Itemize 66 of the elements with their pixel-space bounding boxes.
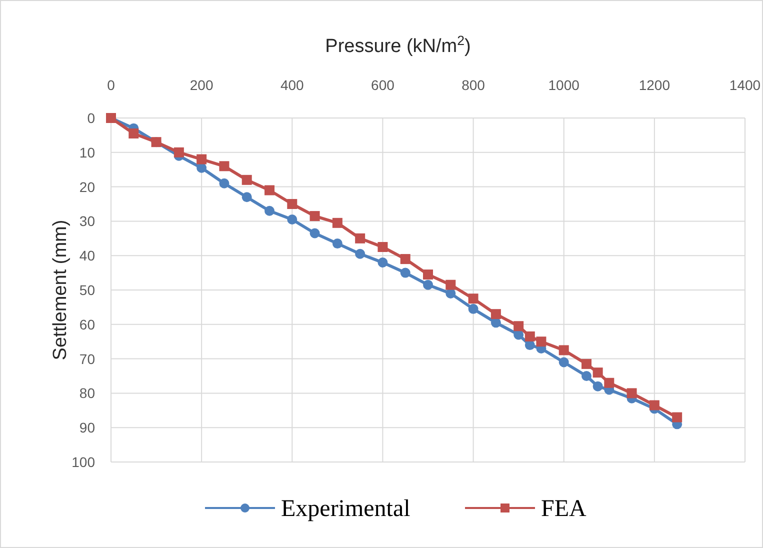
- point: [423, 270, 433, 280]
- x-tick-label: 400: [280, 77, 304, 93]
- x-tick-label: 0: [107, 77, 116, 93]
- point: [400, 254, 410, 264]
- point: [524, 331, 535, 342]
- point: [626, 388, 637, 398]
- point: [423, 280, 433, 290]
- y-tick-label: 30: [79, 213, 96, 230]
- point: [592, 381, 603, 392]
- point: [264, 185, 274, 196]
- point: [196, 154, 207, 164]
- point: [287, 214, 298, 224]
- y-tick-label: 70: [79, 350, 96, 367]
- x-axis-title: Pressure (kN/m$^{2}$): [325, 32, 471, 57]
- point: [649, 400, 660, 410]
- point: [468, 294, 478, 304]
- point: [174, 147, 184, 158]
- point: [128, 128, 139, 138]
- point: [524, 340, 535, 350]
- x-tick-label: 1000: [548, 77, 580, 93]
- point: [468, 304, 478, 314]
- point: [378, 257, 388, 268]
- x-tick-label: 1400: [729, 77, 761, 93]
- point: [514, 330, 524, 340]
- point: [558, 345, 569, 356]
- point: [355, 248, 366, 259]
- point: [287, 199, 298, 209]
- point: [332, 218, 342, 228]
- y-tick-label: 60: [79, 316, 96, 332]
- point: [400, 268, 410, 278]
- y-tick-label: 0: [87, 110, 96, 126]
- point: [310, 211, 320, 222]
- point: [446, 280, 456, 290]
- y-axis-title: Settlement (mm): [50, 220, 71, 360]
- y-tick-label: 50: [79, 282, 96, 298]
- point: [604, 378, 614, 388]
- legend-label: Experimental: [281, 496, 411, 522]
- x-tick-label: 600: [371, 77, 395, 93]
- point: [558, 357, 569, 368]
- y-tick-label: 10: [79, 144, 96, 160]
- point: [310, 228, 320, 238]
- y-tick-label: 20: [79, 178, 96, 195]
- point: [378, 242, 388, 252]
- point: [242, 192, 252, 202]
- point: [264, 206, 274, 216]
- point: [242, 174, 252, 185]
- legend-label: FEA: [541, 496, 588, 522]
- y-tick-label: 40: [79, 248, 96, 264]
- point: [582, 371, 592, 381]
- point: [490, 318, 501, 328]
- point: [332, 238, 342, 249]
- point: [582, 358, 592, 369]
- point: [355, 233, 366, 244]
- x-tick-label: 1200: [638, 77, 670, 93]
- x-tick-label: 800: [462, 77, 486, 93]
- point: [592, 368, 603, 378]
- point: [219, 161, 230, 172]
- x-tick-label: 200: [190, 77, 214, 93]
- point: [514, 321, 524, 332]
- y-tick-label: 90: [79, 420, 96, 436]
- point: [536, 336, 546, 347]
- y-tick-label: 80: [79, 385, 96, 402]
- point: [672, 412, 682, 422]
- y-tick-label: 100: [72, 454, 96, 470]
- point: [490, 309, 501, 320]
- point: [219, 178, 230, 188]
